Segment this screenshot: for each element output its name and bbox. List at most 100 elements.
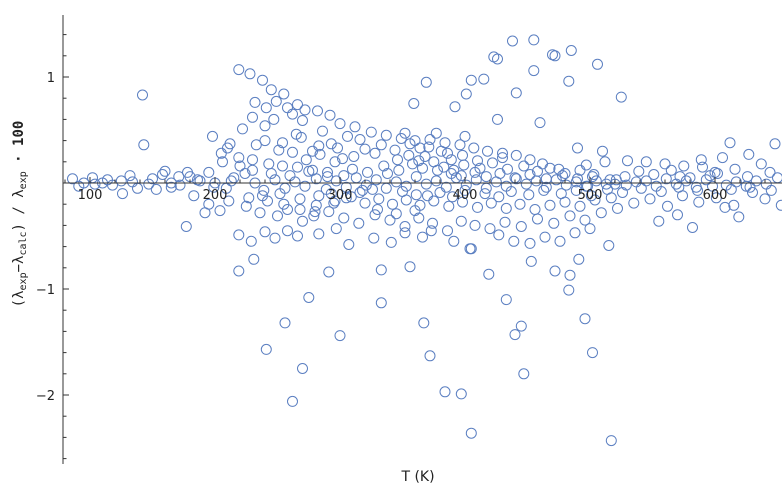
data-point	[317, 125, 328, 137]
y-axis-title: (λexp−λcalc) / λexp · 100	[11, 121, 29, 308]
data-point	[420, 178, 432, 190]
data-point	[620, 179, 632, 191]
data-point	[655, 186, 667, 197]
data-point	[544, 199, 556, 211]
data-point	[670, 178, 682, 190]
data-point	[390, 208, 402, 220]
data-point	[510, 173, 522, 185]
data-point	[188, 190, 200, 202]
data-point	[434, 187, 446, 198]
data-point	[282, 225, 293, 237]
x-tick-label: 300	[328, 188, 353, 203]
x-tick-label: 600	[703, 188, 728, 203]
data-point	[580, 180, 592, 192]
data-point	[324, 109, 336, 121]
data-point	[127, 176, 138, 188]
data-point	[480, 171, 492, 183]
data-point	[277, 137, 288, 149]
data-point	[289, 176, 301, 188]
data-point	[299, 104, 311, 116]
data-point	[484, 223, 496, 235]
data-point	[549, 265, 561, 277]
data-point	[482, 145, 493, 157]
data-point	[599, 156, 611, 168]
data-point	[268, 113, 280, 125]
data-point	[492, 53, 503, 65]
data-point	[287, 395, 298, 407]
data-point	[483, 268, 495, 280]
data-point	[510, 87, 522, 99]
data-point	[518, 368, 530, 380]
data-point	[507, 35, 518, 47]
data-point	[538, 184, 550, 196]
data-point	[493, 191, 505, 203]
data-point	[579, 214, 591, 226]
data-point	[343, 239, 355, 250]
data-point	[422, 190, 433, 202]
data-point	[328, 197, 340, 209]
data-point	[237, 123, 248, 135]
data-point	[555, 188, 567, 200]
data-point	[569, 227, 581, 239]
data-point	[417, 231, 428, 243]
x-tick-label: 200	[203, 188, 228, 203]
y-tick-label: −1	[36, 283, 55, 298]
data-point	[347, 163, 358, 175]
data-point	[387, 198, 398, 210]
data-point	[359, 197, 371, 209]
y-tick-label: −2	[36, 389, 55, 404]
data-point	[775, 199, 782, 211]
data-point	[287, 146, 298, 158]
data-point	[460, 179, 472, 191]
data-point	[260, 343, 272, 355]
data-point	[258, 184, 270, 196]
data-point	[692, 184, 703, 196]
data-point	[115, 175, 127, 187]
data-point	[233, 64, 245, 76]
data-point	[214, 205, 226, 217]
y-tick-label: 1	[47, 71, 55, 86]
data-point	[445, 154, 457, 166]
data-point	[340, 181, 352, 193]
data-point	[447, 191, 458, 203]
data-point	[553, 163, 565, 175]
data-point	[570, 184, 582, 196]
data-point	[523, 189, 535, 201]
data-point	[272, 210, 283, 222]
data-point	[338, 212, 350, 224]
data-point	[192, 174, 203, 186]
x-tick-label: 500	[578, 188, 603, 203]
data-point	[397, 186, 408, 197]
data-point	[528, 34, 540, 46]
data-point	[424, 350, 436, 362]
data-point	[389, 144, 401, 156]
data-point	[247, 164, 258, 176]
data-point	[228, 172, 240, 184]
data-point	[249, 96, 261, 108]
data-point	[330, 175, 342, 187]
data-point	[418, 317, 430, 329]
data-point	[502, 163, 513, 175]
data-point	[390, 176, 402, 188]
data-point	[492, 113, 503, 125]
data-point	[342, 130, 353, 142]
data-point	[308, 210, 320, 222]
data-point	[500, 202, 512, 214]
data-point	[124, 170, 136, 182]
data-point	[588, 169, 600, 180]
data-point	[427, 217, 438, 229]
data-point	[432, 164, 443, 176]
data-point	[297, 363, 308, 374]
data-point	[525, 255, 537, 267]
data-point	[159, 165, 171, 177]
data-point	[247, 111, 258, 123]
data-point	[419, 151, 431, 162]
data-point	[425, 225, 437, 237]
data-point	[292, 99, 303, 111]
data-point	[322, 166, 333, 178]
data-point	[349, 121, 361, 133]
data-point	[515, 320, 527, 332]
data-point	[263, 158, 275, 170]
data-point	[563, 75, 575, 87]
data-point	[487, 157, 498, 169]
